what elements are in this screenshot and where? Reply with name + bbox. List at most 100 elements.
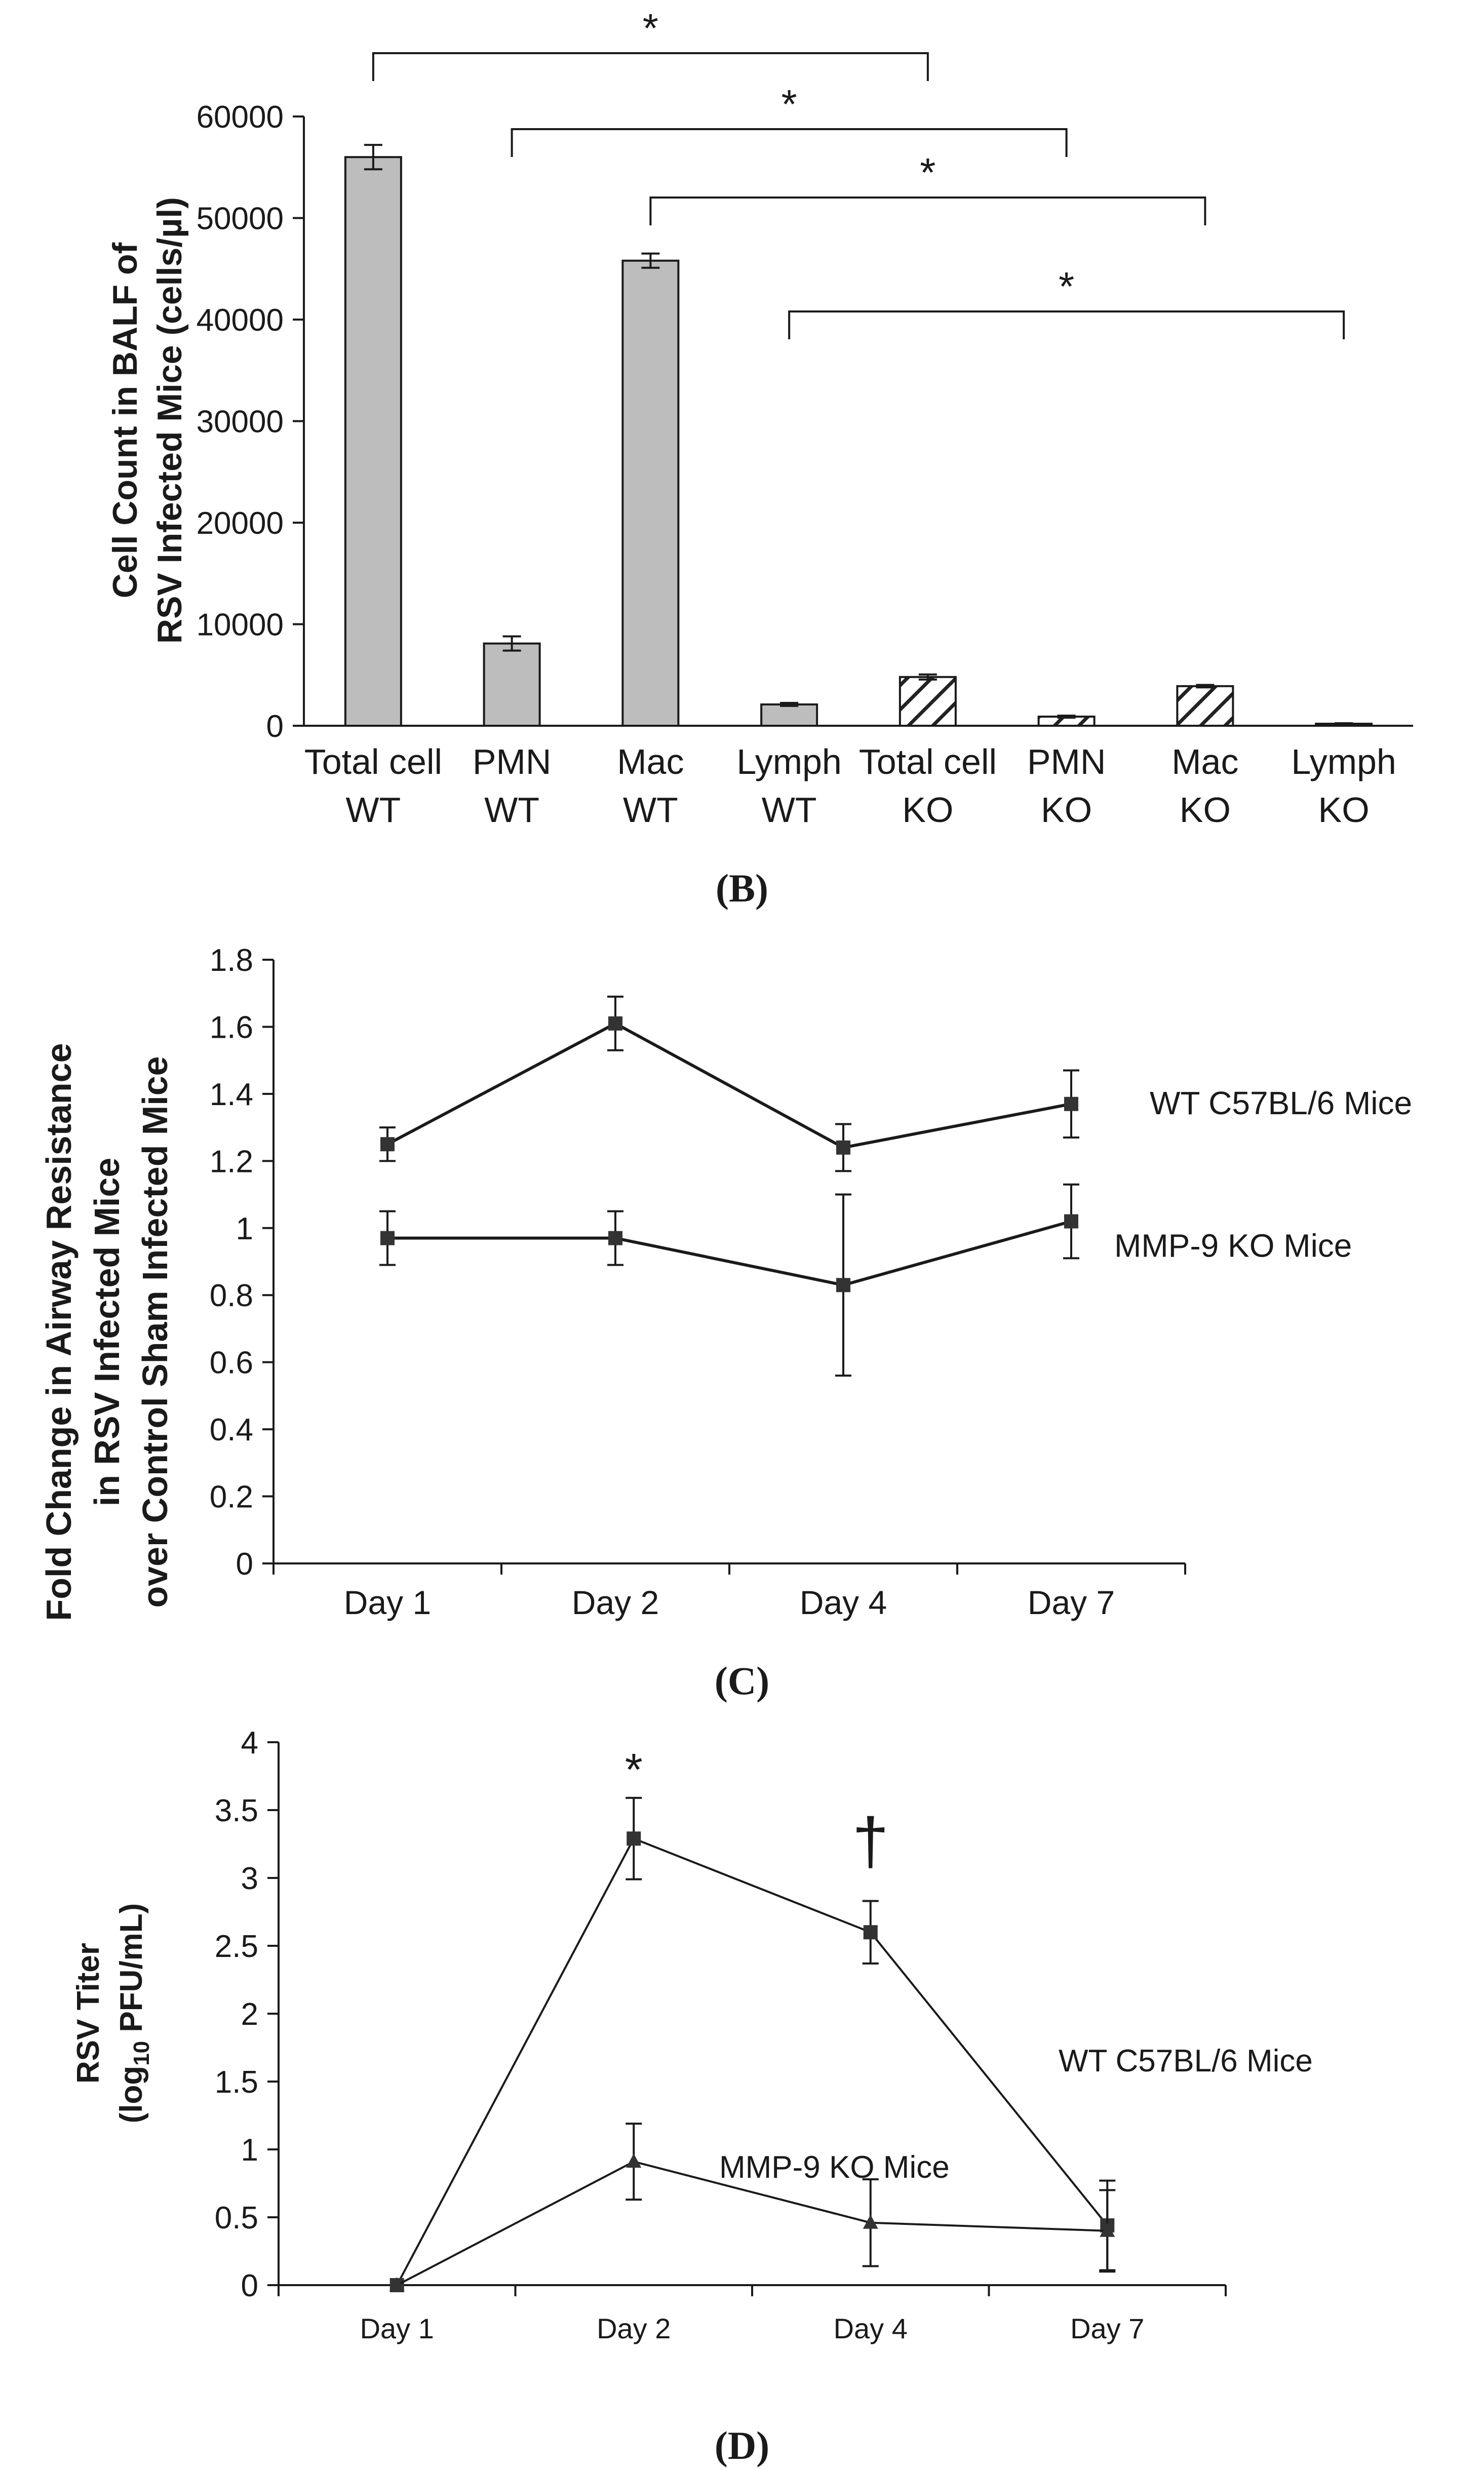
y-tick-label: 0.6 (210, 1346, 253, 1381)
significance-marker: * (782, 82, 797, 127)
data-point (1100, 2222, 1115, 2237)
y-tick-label: 2.5 (215, 1929, 258, 1964)
significance-bracket (788, 310, 1345, 339)
x-tick-label: Day 2 (597, 2312, 671, 2344)
y-axis-title-line: RSV Infected Mice (cells/µl) (150, 197, 189, 644)
y-tick-label: 4 (241, 1726, 258, 1760)
x-tick-label-group: WT (484, 790, 539, 830)
y-axis-title: Fold Change in Airway Resistance in RSV I… (39, 1043, 175, 1621)
series-label: WT C57BL/6 Mice (1059, 2044, 1313, 2079)
y-tick-label: 2 (241, 1997, 258, 2032)
significance-marker: * (920, 150, 935, 195)
panel-d-line-chart: 0 0.5 1 1.5 2 2.5 3 3.5 4 Day 1 Day 2 Day 4 Day 7 WT … (71, 1726, 1313, 2467)
y-tick-label: 0.2 (210, 1480, 253, 1515)
data-point (836, 1140, 850, 1155)
bar (899, 676, 957, 727)
panel-label: (B) (716, 866, 768, 910)
y-axis-title-subscript: 10 (129, 2041, 154, 2066)
x-tick-label: Lymph (1291, 742, 1396, 781)
series-label: MMP-9 KO Mice (1114, 1228, 1352, 1264)
y-tick-label: 0.4 (210, 1413, 253, 1447)
y-axis-title: Cell Count in BALF of RSV Infected Mice (… (106, 197, 189, 644)
y-tick-label: 40000 (197, 303, 284, 338)
x-tick-label: Total cell (859, 742, 997, 781)
y-axis-title-suffix: PFU/mL) (114, 1903, 149, 2041)
x-tick-label: Day 1 (360, 2312, 434, 2344)
y-tick-label: 1.6 (210, 1010, 253, 1045)
significance-marker: * (625, 1745, 643, 1795)
x-tick-label: Day 2 (572, 1584, 659, 1621)
series-line (396, 1837, 1108, 2286)
panel-b-bar-chart: 0 10000 20000 30000 40000 50000 60000 Total cel… (106, 6, 1413, 910)
y-axis-title: RSV Titer(log10 PFU/mL) (71, 1903, 154, 2124)
y-tick-label: 0 (241, 2268, 258, 2303)
bar (1176, 685, 1234, 727)
data-point (389, 2277, 405, 2291)
y-tick-label: 0.8 (210, 1278, 253, 1313)
x-tick-label-group: WT (345, 790, 401, 830)
series-line (396, 2160, 1108, 2286)
x-tick-label: PMN (473, 742, 552, 781)
y-axis-title-line: Fold Change in Airway Resistance (39, 1043, 79, 1621)
y-tick-label: 50000 (197, 202, 284, 237)
x-tick-label-group: WT (623, 790, 678, 830)
bar (344, 156, 402, 727)
y-tick-label: 1.8 (210, 943, 253, 978)
data-point (1064, 1096, 1078, 1111)
x-tick-label-group: KO (1318, 790, 1370, 830)
y-axis-title-line: in RSV Infected Mice (87, 1158, 127, 1506)
y-tick-label: 1 (236, 1211, 253, 1246)
data-point (380, 1137, 395, 1152)
y-tick-label: 1 (241, 2133, 258, 2168)
data-point (1064, 1214, 1078, 1229)
y-tick-label: 0 (236, 1547, 253, 1582)
panel-label: (D) (715, 2423, 769, 2467)
y-axis-title-prefix: (log (114, 2066, 149, 2124)
y-axis-title-line: Cell Count in BALF of (106, 242, 144, 598)
x-tick-label: Day 7 (1070, 2312, 1144, 2344)
significance-marker: † (852, 1804, 889, 1878)
significance-marker: * (643, 6, 658, 51)
x-tick-label: Mac (617, 742, 684, 781)
significance-marker: * (1059, 264, 1074, 309)
x-tick-label-group: KO (1041, 790, 1092, 830)
panel-label: (C) (715, 1659, 769, 1703)
y-axis-title-line: over Control Sham Infected Mice (135, 1056, 175, 1608)
y-tick-label: 1.2 (210, 1144, 253, 1179)
panel-c-line-chart: 0 0.2 0.4 0.6 0.8 1 1.2 1.4 1.6 1.8 Day 1 Day 2 Day … (39, 943, 1412, 1703)
data-point (836, 1278, 850, 1292)
y-tick-label: 60000 (197, 100, 284, 135)
y-tick-label: 0.5 (215, 2201, 258, 2236)
x-tick-label-group: KO (902, 790, 953, 830)
data-point (380, 1231, 395, 1245)
series-line (387, 1220, 1072, 1287)
x-tick-label: Lymph (736, 742, 842, 781)
significance-bracket (372, 52, 929, 81)
y-tick-label: 1.4 (210, 1077, 253, 1112)
x-tick-label-group: WT (762, 790, 817, 830)
x-tick-label: Day 7 (1028, 1584, 1115, 1621)
x-tick-label: Day 4 (800, 1584, 887, 1621)
y-tick-label: 30000 (197, 405, 284, 440)
x-tick-label: Total cell (304, 742, 442, 781)
y-tick-label: 1.5 (215, 2065, 258, 2100)
data-point (608, 1231, 622, 1245)
series-label: WT C57BL/6 Mice (1150, 1085, 1412, 1121)
y-axis-title-line: RSV Titer (71, 1943, 106, 2084)
data-point (608, 1016, 622, 1031)
y-tick-label: 20000 (197, 506, 284, 541)
y-tick-label: 3 (241, 1861, 258, 1896)
data-point (863, 2214, 878, 2229)
x-tick-label: PMN (1027, 742, 1106, 781)
data-point (627, 1831, 641, 1846)
bar (483, 642, 541, 727)
data-point (626, 2153, 642, 2168)
x-tick-label: Day 4 (834, 2312, 908, 2344)
y-tick-label: 3.5 (215, 1793, 258, 1828)
series-label: MMP-9 KO Mice (719, 2150, 950, 2185)
y-tick-label: 10000 (197, 608, 284, 643)
bar (760, 703, 818, 727)
data-point (863, 1925, 878, 1940)
significance-bracket (649, 197, 1206, 225)
